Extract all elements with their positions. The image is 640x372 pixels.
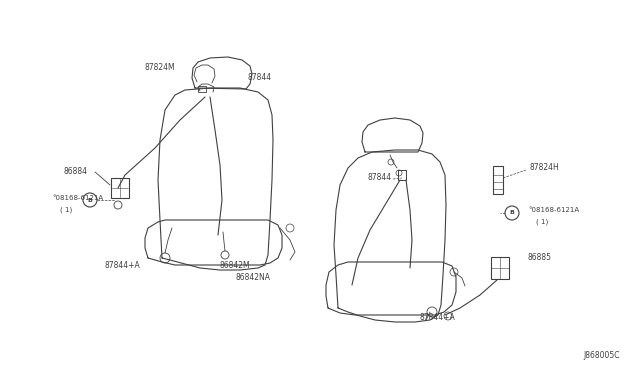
Text: 87844+A: 87844+A — [104, 260, 140, 269]
Text: °08168-6121A: °08168-6121A — [52, 195, 103, 201]
Bar — [491, 257, 509, 279]
Bar — [493, 166, 503, 194]
Text: ( 1): ( 1) — [536, 219, 548, 225]
Bar — [111, 178, 129, 198]
Bar — [398, 170, 406, 180]
Text: 87824M: 87824M — [145, 64, 175, 73]
Text: J868005C: J868005C — [584, 350, 620, 359]
Text: B: B — [509, 211, 515, 215]
Text: 87844: 87844 — [368, 173, 392, 183]
Text: 87824H: 87824H — [530, 164, 560, 173]
Bar — [198, 86, 206, 92]
Text: °08168-6121A: °08168-6121A — [528, 207, 579, 213]
Text: B: B — [88, 198, 92, 202]
Circle shape — [83, 193, 97, 207]
Text: ( 1): ( 1) — [60, 207, 72, 213]
Text: 86884: 86884 — [64, 167, 88, 176]
Text: 86842NA: 86842NA — [236, 273, 271, 282]
Text: 86885: 86885 — [528, 253, 552, 263]
Text: 87844: 87844 — [248, 74, 272, 83]
Circle shape — [505, 206, 519, 220]
Text: 87844+A: 87844+A — [420, 314, 456, 323]
Text: 86842M: 86842M — [220, 260, 251, 269]
